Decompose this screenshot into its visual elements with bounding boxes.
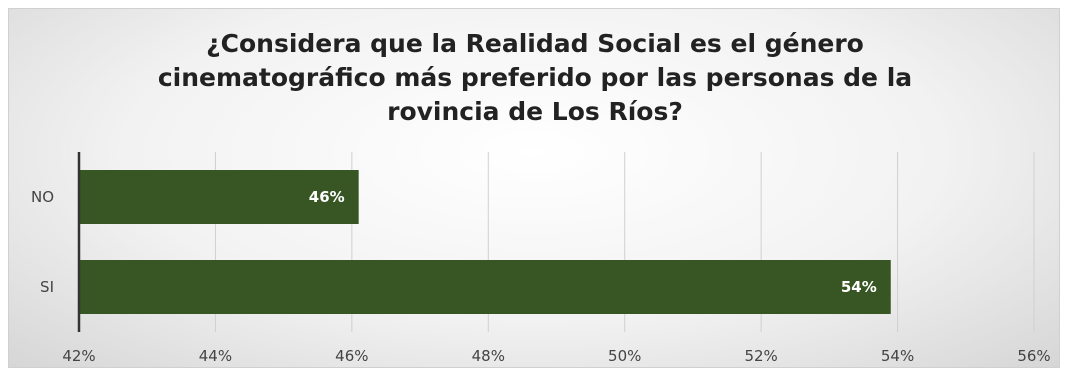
chart-title: ¿Considera que la Realidad Social es el … bbox=[9, 27, 1059, 129]
chart-title-line-1: ¿Considera que la Realidad Social es el … bbox=[206, 29, 864, 58]
data-label-no: 46% bbox=[309, 188, 345, 206]
x-tick-label-42: 42% bbox=[62, 347, 95, 365]
x-tick-label-44: 44% bbox=[199, 347, 232, 365]
bar-si bbox=[79, 260, 891, 314]
x-tick-label-54: 54% bbox=[881, 347, 914, 365]
bar-no bbox=[79, 170, 359, 224]
bar-chart: 46% NO 54% SI 42% 44% 46% 48% 50% 52% 54% 56% bbox=[31, 152, 1051, 365]
chart-title-line-3: rovincia de Los Ríos? bbox=[387, 97, 683, 126]
category-label-si: SI bbox=[40, 278, 54, 296]
chart-frame: ¿Considera que la Realidad Social es el … bbox=[8, 8, 1060, 368]
chart-title-line-2: cinematográfico más preferido por las pe… bbox=[157, 63, 913, 92]
data-label-si: 54% bbox=[841, 278, 877, 296]
x-tick-label-46: 46% bbox=[335, 347, 368, 365]
x-tick-label-56: 56% bbox=[1017, 347, 1050, 365]
x-tick-label-50: 50% bbox=[608, 347, 641, 365]
x-tick-label-52: 52% bbox=[744, 347, 777, 365]
x-tick-label-48: 48% bbox=[472, 347, 505, 365]
category-label-no: NO bbox=[31, 188, 54, 206]
